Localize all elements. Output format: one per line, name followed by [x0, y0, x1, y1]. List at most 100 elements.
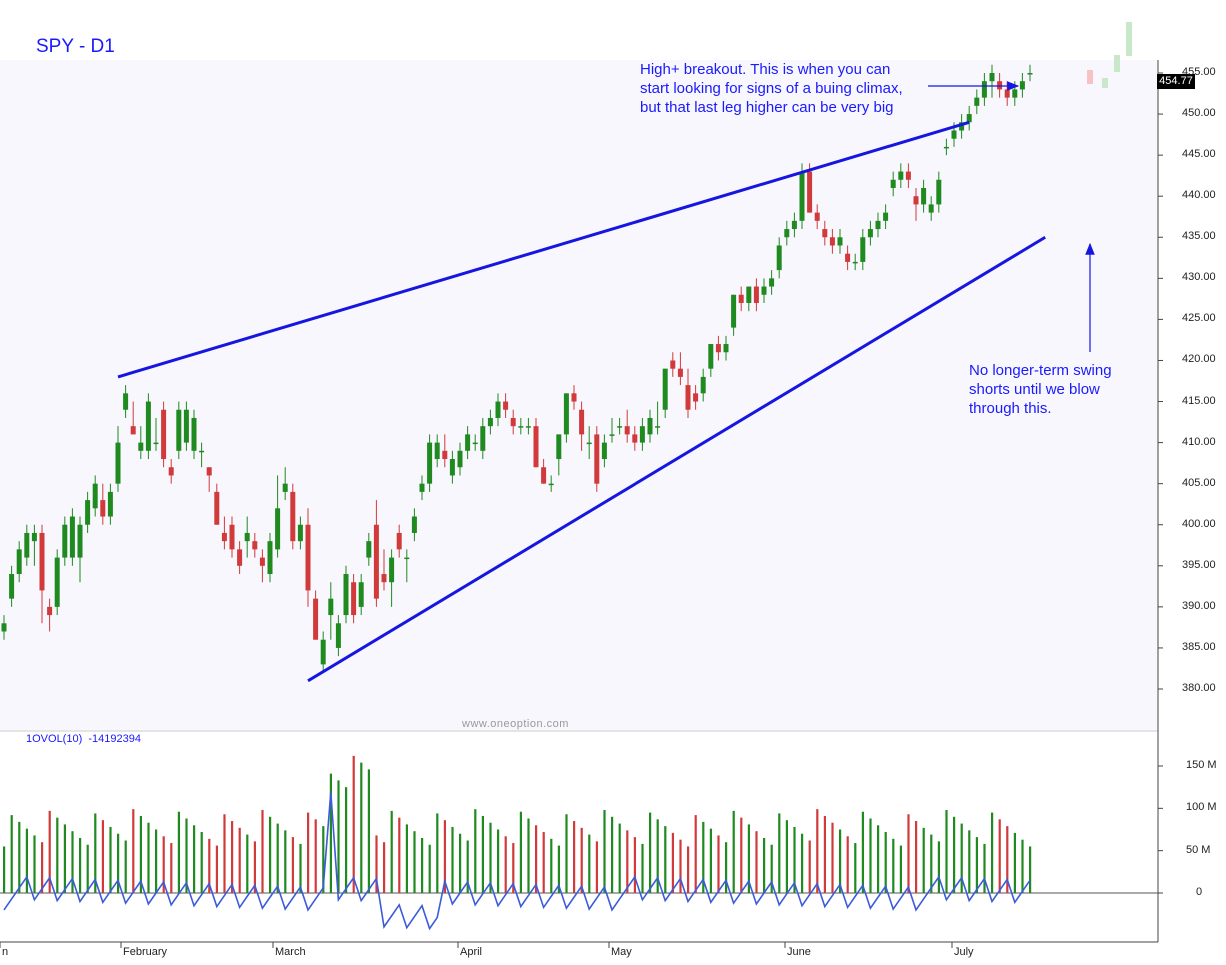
volume-bar	[329, 773, 332, 893]
volume-bar	[565, 814, 568, 893]
candle-body	[791, 220, 797, 230]
future-candle	[1114, 55, 1120, 72]
time-tick-label: April	[460, 946, 483, 958]
volume-bar	[991, 812, 994, 893]
volume-tick-label: 100 M	[1186, 801, 1217, 814]
volume-bar	[10, 815, 13, 893]
volume-bar	[375, 835, 378, 893]
candle-body	[632, 434, 638, 443]
candle-body	[883, 212, 889, 221]
candle-body	[351, 582, 357, 616]
candle-body	[404, 557, 410, 560]
volume-bar	[200, 832, 203, 893]
volume-bar	[1013, 832, 1016, 893]
candle-body	[814, 212, 820, 221]
candle-body	[981, 81, 987, 98]
volume-bar	[451, 826, 454, 893]
time-tick-label: February	[123, 946, 168, 958]
volume-bar	[793, 826, 796, 893]
volume-tick-label: 150 M	[1186, 759, 1217, 771]
candle-body	[343, 574, 349, 616]
price-tick-label: 385.00	[1182, 640, 1216, 653]
candle-body	[738, 294, 744, 303]
volume-bar	[177, 811, 180, 893]
volume-bar	[459, 833, 462, 893]
volume-bar	[481, 815, 484, 893]
candle-body	[579, 409, 585, 435]
volume-bar	[671, 832, 674, 893]
price-tick-label: 425.00	[1182, 312, 1216, 325]
price-tick-label: 435.00	[1182, 230, 1216, 243]
volume-bar	[314, 819, 317, 893]
candle-body	[503, 401, 509, 410]
candle-body	[275, 508, 281, 550]
candle-body	[799, 171, 805, 221]
volume-bar	[223, 814, 226, 893]
trendline-lower	[307, 235, 1046, 683]
candle-body	[472, 442, 478, 445]
candle-body	[624, 426, 630, 435]
candle-body	[807, 171, 813, 213]
volume-bar	[71, 831, 74, 893]
candle-body	[252, 541, 258, 550]
candle-body	[905, 171, 911, 180]
volume-bar	[253, 841, 256, 893]
volume-bar	[33, 835, 36, 893]
candle-body	[366, 541, 372, 558]
volume-panel	[0, 731, 1158, 941]
time-tick-label: n	[2, 946, 9, 958]
candle-body	[199, 450, 205, 453]
time-tick-label: July	[954, 946, 974, 958]
candle-body	[845, 253, 851, 262]
volume-bar	[436, 813, 439, 893]
candle-body	[297, 524, 303, 542]
candle-body	[123, 393, 129, 410]
volume-bar	[740, 817, 743, 893]
volume-bar	[922, 827, 925, 893]
candle-body	[852, 261, 858, 264]
price-panel	[0, 60, 1158, 730]
volume-bar	[489, 822, 492, 893]
volume-bar	[557, 845, 560, 893]
price-tick-label: 455.00	[1182, 66, 1216, 78]
candle-body	[966, 114, 972, 123]
candle-body	[434, 442, 440, 460]
candle-body	[16, 549, 22, 575]
candle-body	[9, 574, 15, 599]
volume-bar	[1021, 839, 1024, 893]
trendline-upper	[117, 120, 970, 379]
candle-body	[237, 549, 243, 566]
candle-body	[700, 376, 706, 394]
price-tick-label: 410.00	[1182, 435, 1216, 448]
candle-body	[47, 606, 53, 616]
watermark: www.oneoption.com	[462, 718, 569, 730]
candle-body	[77, 524, 83, 558]
volume-bar	[945, 810, 948, 893]
candle-body	[563, 393, 569, 435]
candle-body	[107, 491, 113, 517]
volume-bar	[337, 780, 340, 893]
volume-bar	[899, 845, 902, 893]
volume-tick-label: 50 M	[1186, 843, 1211, 856]
volume-bar	[41, 842, 44, 893]
time-tick-label: March	[275, 946, 306, 958]
volume-bar	[542, 832, 545, 893]
candle-body	[518, 426, 524, 428]
price-tick-label: 405.00	[1182, 476, 1216, 489]
candle-body	[480, 426, 486, 451]
volume-bar	[603, 810, 606, 893]
volume-bar	[322, 826, 325, 893]
volume-bar	[261, 810, 264, 893]
candle-body	[92, 483, 98, 509]
candle-body	[1012, 89, 1018, 98]
volume-bar	[1029, 846, 1032, 893]
volume-bar	[831, 822, 834, 893]
volume-bar	[231, 821, 234, 893]
volume-bar	[18, 821, 21, 893]
candle-body	[290, 491, 296, 542]
volume-bar	[687, 846, 690, 893]
volume-bar	[276, 823, 279, 893]
volume-bar	[618, 823, 621, 893]
volume-bar	[421, 837, 424, 893]
volume-bar	[907, 814, 910, 893]
